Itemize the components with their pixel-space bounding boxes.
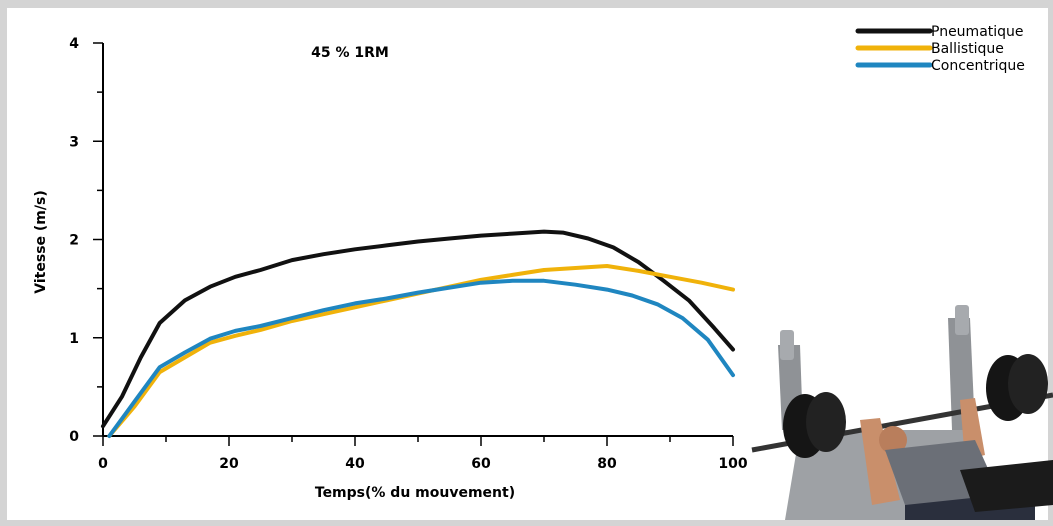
plate-left-inner [806,392,846,452]
y-tick-label: 1 [69,331,79,347]
x-tick-label: 20 [219,456,239,472]
series-line-concentrique [107,278,735,438]
legend-label-concentrique: Concentrique [931,58,1025,74]
x-tick-label: 60 [471,456,491,472]
y-tick-label: 2 [69,233,79,249]
x-tick-label: 40 [345,456,365,472]
x-axis-label: Temps(% du mouvement) [315,485,515,501]
y-tick-label: 0 [69,429,79,445]
x-tick-label: 80 [597,456,617,472]
y-axis-label: Vitesse (m/s) [33,190,49,293]
legend-label-ballistique: Ballistique [931,41,1004,57]
athlete-head [879,426,907,454]
series-line-pneumatique [101,229,735,429]
series-layer [101,229,735,438]
legend-label-pneumatique: Pneumatique [931,24,1024,40]
athlete-shorts [960,460,1053,512]
chart-title: 45 % 1RM [311,45,389,61]
bench-hook-left [780,330,794,360]
bench-press-athlete-icon [751,305,1053,520]
bench-hook-right [955,305,969,335]
x-tick-label: 0 [98,456,108,472]
athlete-arm-left [860,418,900,505]
plate-right-inner [1008,354,1048,414]
x-tick-label: 100 [718,456,747,472]
y-tick-label: 3 [69,134,79,150]
y-tick-label: 4 [69,36,79,52]
